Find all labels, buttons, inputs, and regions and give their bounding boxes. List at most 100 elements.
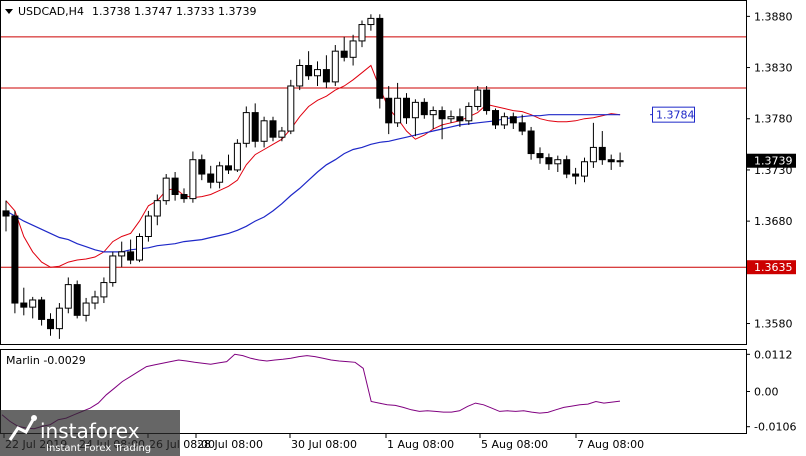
osc-tick-label: 0.0112: [754, 348, 793, 361]
candle: [29, 296, 37, 319]
candle: [91, 290, 99, 310]
price-tick-label: 1.3880: [754, 10, 793, 23]
candle: [527, 126, 535, 160]
level-price-badge: [747, 260, 796, 275]
candle: [349, 34, 357, 66]
candle: [500, 112, 508, 129]
candle: [607, 154, 615, 170]
price-tick-label: 1.3780: [754, 113, 793, 126]
last-price-label: 1.3739: [754, 155, 793, 168]
instaforex-logo-icon: [8, 415, 37, 441]
candle: [385, 85, 393, 135]
triangle-down-icon[interactable]: [5, 9, 13, 14]
last-price-badge: [747, 153, 796, 168]
candle: [64, 277, 72, 314]
candle: [483, 85, 491, 115]
candle: [474, 85, 482, 111]
candle: [82, 297, 90, 322]
ma-blue-line: [5, 114, 621, 253]
candle: [260, 116, 268, 148]
candle: [207, 165, 215, 189]
candle: [189, 151, 197, 203]
candle: [171, 171, 179, 201]
symbol-label: USDCAD,H4: [18, 5, 84, 18]
candle: [305, 51, 313, 80]
candle: [20, 287, 28, 316]
candle: [367, 14, 375, 31]
candle: [492, 108, 499, 129]
candle: [278, 126, 286, 142]
candle: [589, 122, 597, 168]
candle: [296, 59, 304, 91]
candle: [153, 194, 161, 226]
oscillator-axis: 0.0112 0.00 -0.0106: [746, 348, 796, 434]
price-tick-label: 1.3680: [754, 215, 793, 228]
candle: [563, 155, 571, 179]
price-tick-label: 1.3580: [754, 318, 793, 331]
instaforex-watermark: instaforex Instant Forex Trading: [0, 410, 180, 456]
time-tick-label: 28 Jul 08:00: [197, 438, 263, 451]
time-tick-label: 7 Aug 08:00: [577, 438, 644, 451]
candle: [554, 155, 562, 172]
candle: [438, 106, 446, 140]
candle: [287, 79, 295, 135]
candle: [198, 154, 206, 181]
candle: [225, 154, 232, 175]
level-price-label: 1.3635: [754, 261, 793, 274]
candle: [340, 36, 348, 62]
candle: [376, 14, 384, 109]
candle: [127, 239, 135, 265]
price-tick-label: 1.3830: [754, 62, 793, 75]
candle: [598, 131, 606, 165]
candle: [109, 251, 117, 287]
time-tick-label: 5 Aug 08:00: [481, 438, 548, 451]
candle: [118, 241, 126, 268]
moving-averages-layer: [5, 64, 621, 268]
candle: [11, 210, 19, 314]
candle: [269, 116, 277, 142]
candle: [47, 313, 54, 336]
candle: [38, 296, 46, 326]
price-axis: 1.38801.38301.37801.37301.36801.36351.35…: [650, 10, 796, 331]
candle: [242, 106, 250, 148]
candle: [180, 188, 188, 203]
candle: [394, 82, 402, 127]
candles-layer: [2, 14, 624, 339]
price-panel-frame: [0, 0, 747, 345]
levels-layer: [1, 36, 746, 268]
candle: [545, 153, 553, 170]
candle: [216, 161, 224, 189]
candle: [314, 61, 321, 86]
candle: [509, 112, 517, 129]
time-tick-label: 1 Aug 08:00: [387, 438, 454, 451]
candle: [162, 174, 170, 205]
candle: [456, 108, 464, 127]
time-tick-label: 30 Jul 08:00: [291, 438, 357, 451]
candle: [581, 157, 588, 183]
candle: [100, 277, 108, 304]
ohlc-label: 1.3738 1.3747 1.3733 1.3739: [92, 5, 256, 18]
candle: [429, 106, 437, 129]
candle: [447, 110, 455, 123]
candle: [2, 200, 10, 232]
candle: [420, 98, 428, 119]
candle: [136, 233, 143, 263]
candle: [403, 93, 410, 124]
watermark-brand: instaforex: [40, 419, 140, 443]
watermark-tagline: Instant Forex Trading: [46, 443, 151, 454]
osc-tick-label: 0.00: [754, 386, 779, 399]
ma-red-line: [5, 64, 621, 268]
candle: [322, 55, 330, 89]
oscillator-title: Marlin -0.0029: [6, 354, 86, 367]
ma-value-box: [652, 106, 695, 123]
candle: [358, 20, 366, 48]
oscillator-layer: [1, 353, 621, 430]
candle: [572, 167, 580, 185]
candle: [465, 102, 473, 125]
candle: [536, 147, 544, 164]
candle: [251, 103, 259, 148]
candle: [518, 114, 526, 136]
candle: [411, 99, 419, 137]
ma-value-label: 1.3784: [656, 109, 695, 122]
